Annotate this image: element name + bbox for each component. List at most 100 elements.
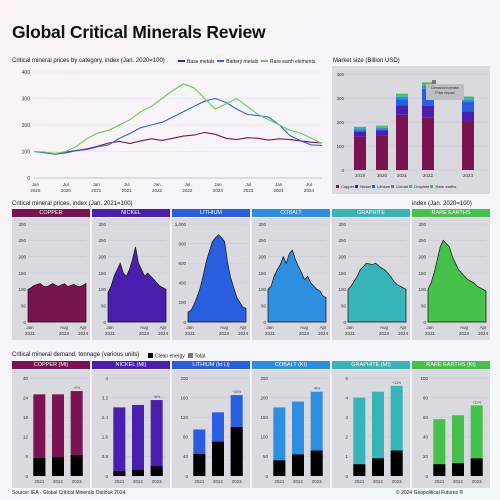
mk-bar-0-0 — [354, 136, 366, 170]
ytick-5: 250 — [338, 238, 346, 243]
bar-clean-0 — [273, 460, 286, 476]
ytick-0: 0 — [103, 320, 106, 325]
bar-label-2: +30% — [232, 390, 241, 394]
xtick-yr-2: 2021 — [91, 188, 102, 193]
bar-total-1 — [452, 415, 464, 476]
xtick-0: 2021 — [434, 479, 445, 484]
mk-bar-3-0 — [422, 117, 434, 170]
xtick-mo-1: Aug — [300, 325, 309, 330]
mk-bar-4-5 — [462, 96, 474, 99]
xtick-2: 2023 — [72, 479, 83, 484]
ytick-6: 300 — [338, 222, 346, 227]
bar-total-1 — [372, 391, 384, 476]
bar-clean-0 — [33, 458, 46, 476]
price-header-cobalt: COBALT — [252, 209, 330, 217]
mk-bar-1-1 — [376, 130, 388, 136]
legend-cobalt: Cobalt — [396, 184, 408, 189]
xtick-mo-2: Apr — [319, 325, 327, 330]
legend-swatch-base — [178, 60, 185, 63]
bar-clean-0 — [193, 453, 206, 476]
ytick-1: 50 — [21, 303, 27, 308]
area-graphite — [347, 262, 407, 323]
demand-chart-copper: 0 6 12 18 24 30 2021 2022 +2% 2023 — [23, 376, 86, 484]
ytick-2: 100 — [98, 287, 106, 292]
bar-clean-2 — [310, 450, 323, 476]
demand-header-graphite: GRAPHITE (Mt) — [332, 361, 410, 369]
area-copper — [27, 282, 87, 323]
ytick-5: 250 — [260, 376, 268, 381]
xtick-yr-1: 2020 — [61, 188, 72, 193]
ytick-0: 0 — [345, 474, 348, 479]
xtick-mo-3: Jul — [124, 182, 130, 187]
bar-label-2: +2% — [73, 386, 80, 390]
xtick-mo-1: Jul — [63, 182, 69, 187]
ytick-0: 0 — [27, 176, 30, 182]
mk-bar-0-2 — [354, 130, 366, 132]
price-header-rare_earths: RARE EARTHS — [412, 209, 490, 217]
xtick-mo-0: Jan — [186, 325, 194, 330]
legend-lithium-sq — [372, 184, 376, 188]
ytick-2: 100 — [18, 287, 26, 292]
xtick-0: 2021 — [354, 479, 365, 484]
xtick-yr-0: 2020 — [30, 188, 41, 193]
mk-bar-1-3 — [376, 127, 388, 130]
price-header-nickel: NICKEL — [92, 209, 170, 217]
ytick-2: 80 — [183, 435, 189, 440]
mk-ytick-1: 100 — [336, 144, 344, 149]
demand-chart-graphite: 0 1 2 3 4 5 2021 2022 +13% 2023 — [345, 376, 406, 484]
bar-total-0 — [33, 394, 46, 476]
legend-nickel-sq — [355, 184, 359, 188]
xtick-yr-2: 2024 — [478, 331, 489, 336]
mk-bar-2-5 — [396, 93, 408, 96]
bar-label-2: +8% — [313, 387, 320, 391]
ytick-1: 20 — [423, 454, 429, 459]
legend-graphite: Graphite — [413, 184, 430, 189]
xtick-1: 2022 — [213, 479, 224, 484]
demand-header-rare_earths: RARE EARTHS (Kt) — [412, 361, 490, 369]
ytick-6: 300 — [18, 222, 26, 227]
ytick-5: 1,000 — [175, 222, 187, 227]
prices-mineral-title: Critical mineral prices, index (Jan. 202… — [12, 201, 133, 207]
xtick-yr-7: 2023 — [243, 188, 254, 193]
xtick-yr-2: 2024 — [78, 331, 89, 336]
ytick-1: 50 — [261, 303, 267, 308]
xtick-yr-0: 2021 — [425, 331, 436, 336]
xtick-mo-1: Aug — [220, 325, 229, 330]
market-legend: Copper Nickel Lithium Cobalt Graphite Ra… — [336, 184, 456, 189]
series-line-1 — [33, 97, 323, 155]
xtick-mo-0: Jan — [266, 325, 274, 330]
bar-clean-1 — [132, 469, 144, 476]
bar-total-0 — [273, 407, 286, 476]
ytick-6: 300 — [258, 222, 266, 227]
demand-chart-lithium: 0 40 80 120 160 200 2021 2022 +30% 2023 — [180, 376, 246, 484]
ytick-5: 250 — [258, 238, 266, 243]
xtick-yr-2: 2024 — [158, 331, 169, 336]
xtick-yr-0: 2021 — [105, 331, 116, 336]
xtick-yr-2: 2024 — [398, 331, 409, 336]
xtick-2: 2023 — [152, 479, 163, 484]
bar-total-2 — [150, 400, 163, 476]
ytick-4: 80 — [423, 395, 429, 400]
xtick-mo-1: Aug — [140, 325, 149, 330]
xtick-1: 2022 — [53, 479, 64, 484]
xtick-mo-2: Apr — [399, 325, 407, 330]
ytick-1: 50 — [263, 454, 269, 459]
demand-header-nickel: NICKEL (Mt) — [92, 361, 170, 369]
mk-xtick-4: 2023 — [463, 173, 474, 178]
xtick-mo-1: Aug — [60, 325, 69, 330]
xtick-1: 2022 — [373, 479, 384, 484]
legend-base: Base metals — [187, 59, 215, 65]
ytick-0: 0 — [263, 320, 266, 325]
mk-bar-1-0 — [376, 135, 388, 170]
bar-clean-0 — [353, 464, 366, 476]
xtick-yr-1: 2023 — [59, 331, 70, 336]
price-header-copper: COPPER — [12, 209, 90, 217]
ytick-3: 150 — [418, 271, 426, 276]
ytick-1: 0.8 — [102, 454, 109, 459]
area-cobalt — [267, 249, 327, 323]
xtick-yr-0: 2021 — [265, 331, 276, 336]
area-lithium — [187, 234, 247, 323]
ytick-2: 400 — [178, 281, 186, 286]
xtick-mo-0: Jan — [32, 182, 40, 187]
